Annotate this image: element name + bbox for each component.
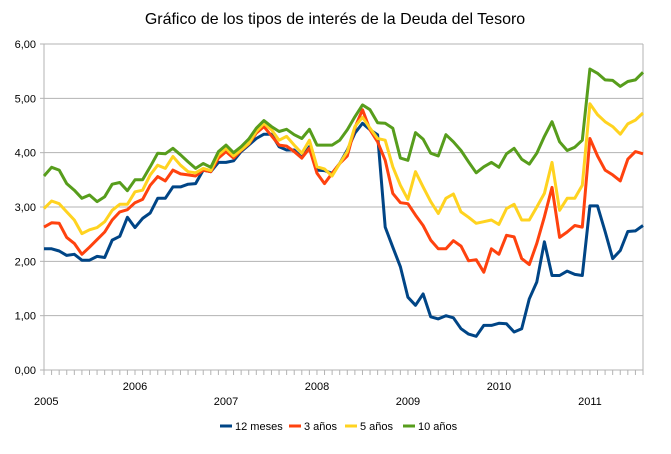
x-tick-label: 2005 bbox=[34, 396, 58, 408]
y-tick-label: 6,00 bbox=[15, 39, 36, 51]
x-tick-label: 2006 bbox=[123, 381, 147, 393]
series-lines bbox=[42, 67, 645, 338]
y-tick-label: 4,00 bbox=[15, 148, 36, 160]
y-tick-label: 3,00 bbox=[15, 202, 36, 214]
legend-label: 10 años bbox=[418, 421, 458, 433]
chart-title: Gráfico de los tipos de interés de la De… bbox=[145, 11, 525, 28]
series-line-5-años bbox=[42, 102, 645, 236]
x-tick-label: 2009 bbox=[396, 396, 420, 408]
y-tick-label: 2,00 bbox=[15, 256, 36, 268]
legend: 12 meses 3 años 5 años 10 años bbox=[220, 421, 458, 433]
x-tick-label: 2010 bbox=[487, 381, 511, 393]
x-tick-label: 2011 bbox=[578, 396, 602, 408]
series-line-10-años bbox=[42, 67, 645, 204]
x-tick-label: 2008 bbox=[305, 381, 329, 393]
legend-label: 12 meses bbox=[235, 421, 283, 433]
y-tick-label: 0,00 bbox=[15, 365, 36, 377]
x-tick-label: 2007 bbox=[214, 396, 238, 408]
legend-label: 3 años bbox=[304, 421, 338, 433]
gridlines bbox=[44, 43, 643, 371]
y-tick-label: 1,00 bbox=[15, 311, 36, 323]
legend-label: 5 años bbox=[360, 421, 394, 433]
y-tick-label: 5,00 bbox=[15, 93, 36, 105]
